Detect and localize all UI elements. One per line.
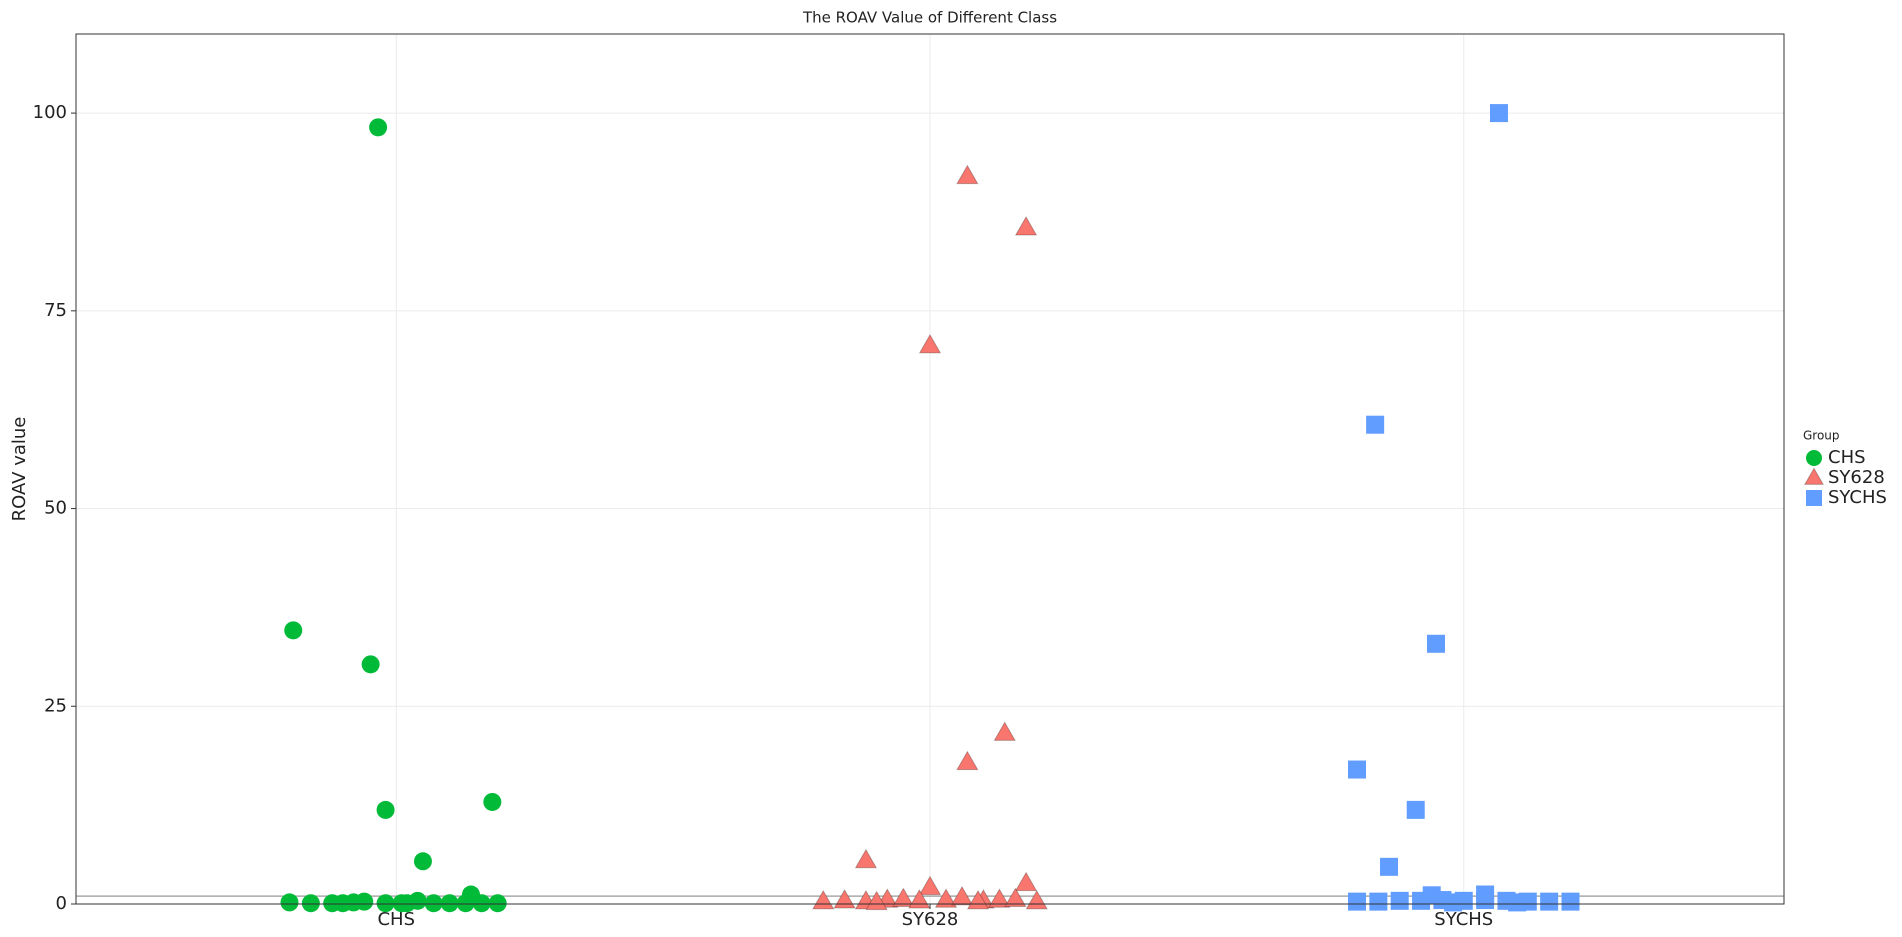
x-tick-label: SY628 — [902, 909, 959, 930]
y-tick-label: 100 — [33, 102, 67, 123]
point — [1369, 892, 1388, 911]
point — [988, 888, 1011, 908]
y-tick-label: 25 — [44, 695, 67, 716]
point — [1476, 891, 1495, 910]
legend-title: Group — [1803, 429, 1840, 443]
point — [361, 655, 380, 674]
x-tick-label: CHS — [377, 909, 415, 930]
point — [1540, 892, 1559, 911]
point — [1426, 634, 1445, 653]
y-tick-label: 0 — [56, 893, 67, 914]
point — [301, 894, 320, 913]
legend-label: SY628 — [1828, 467, 1885, 488]
point — [355, 892, 374, 911]
point — [854, 848, 878, 869]
x-tick-label: SYCHS — [1434, 909, 1493, 930]
point — [280, 893, 299, 912]
point — [472, 894, 491, 913]
legend-label: CHS — [1828, 447, 1866, 468]
point — [918, 875, 942, 896]
legend-label: SYCHS — [1828, 487, 1887, 508]
point — [1444, 893, 1463, 912]
legend-marker — [1803, 467, 1825, 485]
point — [483, 792, 502, 811]
point — [956, 750, 979, 771]
point — [956, 164, 979, 185]
plot-border — [75, 33, 1785, 905]
y-tick-label: 50 — [44, 498, 67, 519]
point — [1406, 800, 1425, 819]
point — [993, 721, 1016, 741]
point — [413, 852, 432, 871]
chart-title: The ROAV Value of Different Class — [802, 9, 1057, 27]
legend-marker — [1806, 490, 1822, 506]
point — [1014, 215, 1038, 236]
point — [1380, 857, 1399, 876]
point — [1004, 887, 1027, 907]
point — [376, 800, 395, 819]
point — [376, 894, 395, 913]
point — [1390, 891, 1409, 910]
point — [1489, 104, 1508, 123]
point — [1366, 415, 1385, 434]
y-axis-label: ROAV value — [9, 417, 30, 522]
point — [440, 894, 459, 913]
point — [284, 621, 303, 640]
point — [1508, 893, 1527, 912]
point — [1014, 871, 1038, 892]
point — [369, 118, 388, 137]
point — [1561, 892, 1580, 911]
point — [918, 333, 942, 354]
point — [424, 894, 443, 913]
point — [456, 894, 475, 913]
legend-marker — [1806, 450, 1822, 466]
point — [1348, 760, 1366, 779]
point — [333, 894, 352, 913]
point — [488, 894, 507, 913]
point — [397, 894, 416, 913]
point — [1348, 892, 1366, 911]
point — [934, 888, 958, 908]
point — [1412, 891, 1431, 910]
point — [892, 887, 915, 907]
point — [865, 890, 888, 911]
y-tick-label: 75 — [44, 300, 67, 321]
point — [950, 885, 974, 906]
